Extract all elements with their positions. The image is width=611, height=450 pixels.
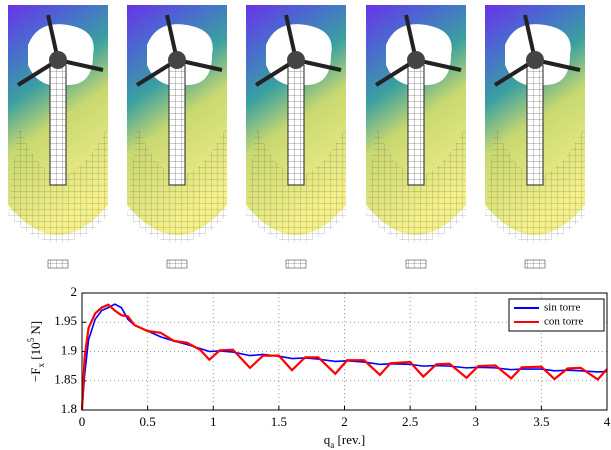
data-line: [80, 303, 608, 411]
y-tick-label: 1.9: [61, 342, 77, 357]
plot-frame: [81, 292, 608, 411]
y-tick-label: 1.85: [54, 372, 77, 387]
mesh-panel: [244, 3, 348, 270]
mesh-panel: [6, 3, 110, 270]
mesh-panel: [483, 3, 587, 270]
mesh-panel: [125, 3, 229, 270]
y-label-part: −F: [28, 368, 43, 383]
line-chart: 0 0.5 1 1.5 2 2.5 3 3.5 4 1.8 1.85 1.9 1.95 2 sin torr…: [26, 284, 611, 450]
x-tick-label: 0.5: [140, 414, 156, 429]
y-label-part: x: [36, 363, 46, 368]
legend-label: con torre: [544, 316, 584, 328]
y-tick-label: 1.8: [61, 401, 77, 416]
data-line: [81, 303, 608, 411]
x-tick-label: 0: [79, 414, 86, 429]
x-tick-label: 2.5: [402, 414, 418, 429]
x-label-part: [rev.]: [334, 432, 365, 447]
y-label-part: 5: [26, 337, 36, 342]
x-tick-label: 3.5: [533, 414, 549, 429]
y-axis-label: −Fx [105 N]: [26, 321, 46, 382]
y-label-part: [10: [28, 342, 43, 363]
legend-label: sin torre: [544, 302, 580, 314]
x-label-part: q: [324, 432, 331, 447]
x-label-part: a: [330, 440, 334, 450]
x-axis-label: qa [rev.]: [324, 432, 365, 450]
x-tick-label: 1: [210, 414, 217, 429]
y-tick-label: 1.95: [54, 313, 77, 328]
mesh-panel: [364, 3, 468, 270]
y-tick-label: 2: [71, 284, 78, 299]
y-label-part: N]: [28, 321, 43, 338]
x-tick-label: 3: [473, 414, 480, 429]
x-tick-label: 1.5: [271, 414, 287, 429]
legend-box: [508, 298, 605, 332]
x-tick-label: 4: [604, 414, 611, 429]
x-tick-label: 2: [341, 414, 348, 429]
